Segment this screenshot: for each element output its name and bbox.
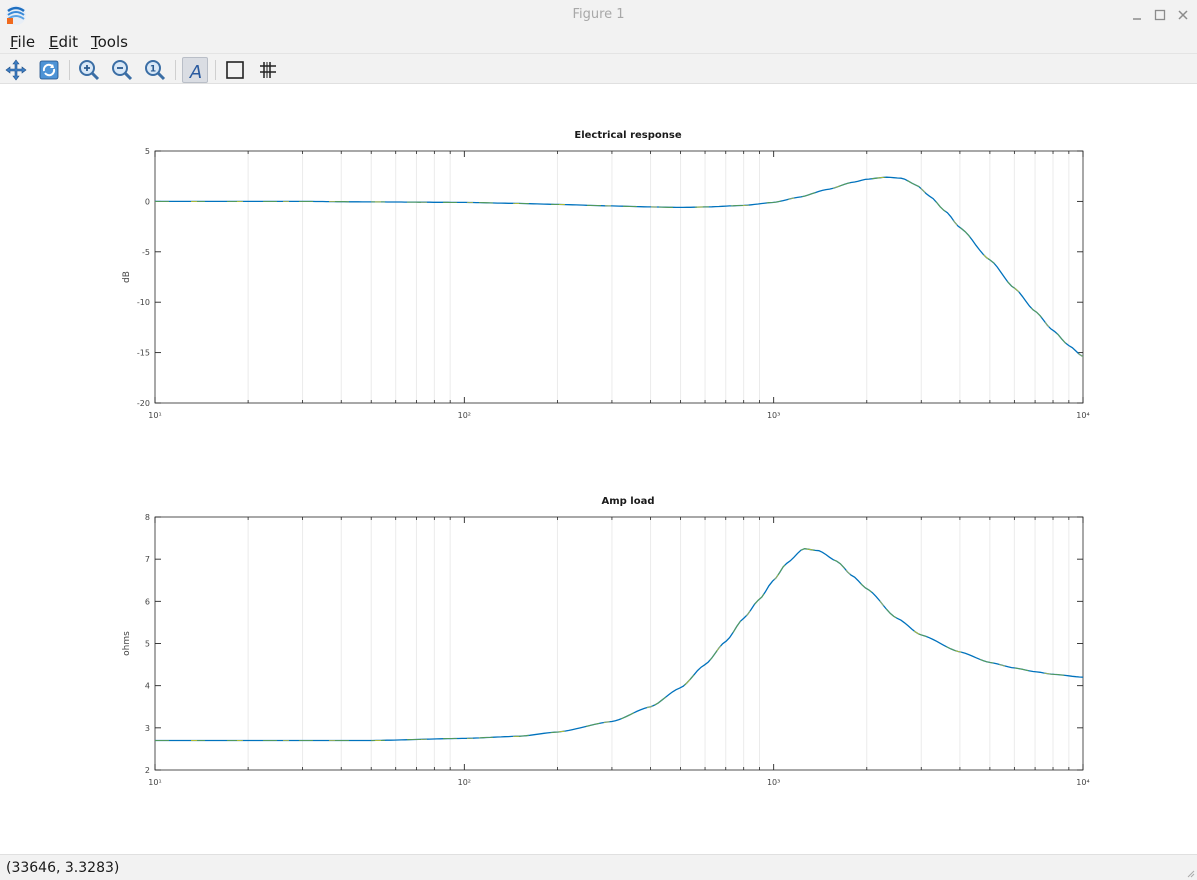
title-bar: Figure 1	[0, 0, 1197, 30]
pan-button[interactable]	[3, 57, 29, 83]
axes-title: Electrical response	[574, 130, 681, 141]
y-tick-label: 6	[145, 597, 150, 606]
y-tick-label: 3	[145, 724, 150, 733]
octave-app-icon	[6, 5, 26, 25]
y-axis-label: ohms	[122, 631, 132, 656]
data-line-overlay	[155, 176, 1084, 357]
maximize-icon[interactable]	[1152, 7, 1168, 23]
menu-bar: File Edit Tools	[0, 30, 1197, 53]
y-tick-label: -5	[142, 248, 150, 257]
pan-icon	[5, 59, 27, 81]
x-tick-label: 10⁴	[1076, 778, 1089, 787]
resize-grip-icon[interactable]	[1185, 868, 1195, 878]
y-tick-label: -15	[137, 349, 150, 358]
y-tick-label: 2	[145, 766, 150, 775]
axes-box-button[interactable]	[222, 57, 248, 83]
plot-area[interactable]: -20 -15 -10 -5 0 5 10¹ 10² 10³ 10⁴ Electrical resp…	[0, 84, 1197, 854]
x-tick-label: 10⁴	[1076, 411, 1089, 420]
x-tick-label: 10²	[458, 411, 471, 420]
menu-file-mnemonic: F	[10, 33, 18, 51]
zoom-out-button[interactable]	[109, 57, 135, 83]
axes-2: 2 3 4 5 6 7 8 10¹ 10² 10³ 10⁴ Amp load ohms	[122, 496, 1090, 787]
axes-1: -20 -15 -10 -5 0 5 10¹ 10² 10³ 10⁴ Electrical resp…	[122, 130, 1090, 420]
axes-background	[155, 151, 1083, 403]
text-icon: A	[189, 62, 202, 83]
axes-box	[154, 150, 1084, 404]
y-tick-label: -20	[137, 399, 150, 408]
toolbar-separator	[69, 60, 70, 80]
zoom-in-icon	[79, 60, 100, 81]
menu-file-rest: ile	[17, 33, 36, 51]
zoom-out-icon	[112, 60, 133, 81]
grid-button[interactable]	[255, 57, 281, 83]
y-tick-label: 5	[145, 147, 150, 156]
minimize-icon[interactable]	[1129, 7, 1145, 23]
menu-tools[interactable]: Tools	[91, 33, 128, 51]
axes-title: Amp load	[601, 496, 654, 507]
rotate-icon	[39, 60, 59, 80]
toolbar-separator	[215, 60, 216, 80]
x-tick-label: 10³	[767, 778, 780, 787]
y-tick-label: 0	[145, 197, 150, 206]
zoom-reset-button[interactable]: 1	[142, 57, 168, 83]
y-tick-label: -10	[137, 298, 150, 307]
menu-edit[interactable]: Edit	[49, 33, 78, 51]
menu-tools-rest: ools	[97, 33, 128, 51]
svg-text:1: 1	[150, 65, 156, 75]
figure-toolbar: 1 A	[0, 53, 1197, 84]
x-tick-label: 10¹	[148, 411, 161, 420]
zoom-reset-icon: 1	[145, 60, 166, 81]
close-icon[interactable]	[1175, 7, 1191, 23]
axes-box-icon	[226, 61, 244, 79]
toolbar-separator	[175, 60, 176, 80]
figure-canvas[interactable]: -20 -15 -10 -5 0 5 10¹ 10² 10³ 10⁴ Electrical resp…	[0, 84, 1197, 854]
text-tool-button[interactable]: A	[182, 57, 208, 83]
menu-file[interactable]: File	[10, 33, 35, 51]
status-bar: (33646, 3.3283)	[0, 854, 1197, 880]
cursor-coordinates: (33646, 3.3283)	[6, 860, 120, 876]
y-tick-label: 7	[145, 555, 150, 564]
y-axis-label: dB	[122, 271, 132, 283]
axes-background	[155, 517, 1083, 770]
x-tick-label: 10²	[458, 778, 471, 787]
x-tick-label: 10³	[767, 411, 780, 420]
svg-text:A: A	[189, 62, 202, 83]
grid-icon	[260, 62, 276, 78]
y-tick-label: 8	[145, 513, 150, 522]
zoom-in-button[interactable]	[76, 57, 102, 83]
menu-tools-mnemonic: T	[91, 33, 98, 51]
x-tick-label: 10¹	[148, 778, 161, 787]
window-title: Figure 1	[572, 7, 625, 22]
menu-edit-mnemonic: E	[49, 33, 59, 51]
rotate-button[interactable]	[36, 57, 62, 83]
data-line-overlay	[155, 548, 1084, 741]
y-tick-label: 5	[145, 640, 150, 649]
menu-edit-rest: dit	[58, 33, 79, 51]
y-tick-label: 4	[145, 682, 150, 691]
